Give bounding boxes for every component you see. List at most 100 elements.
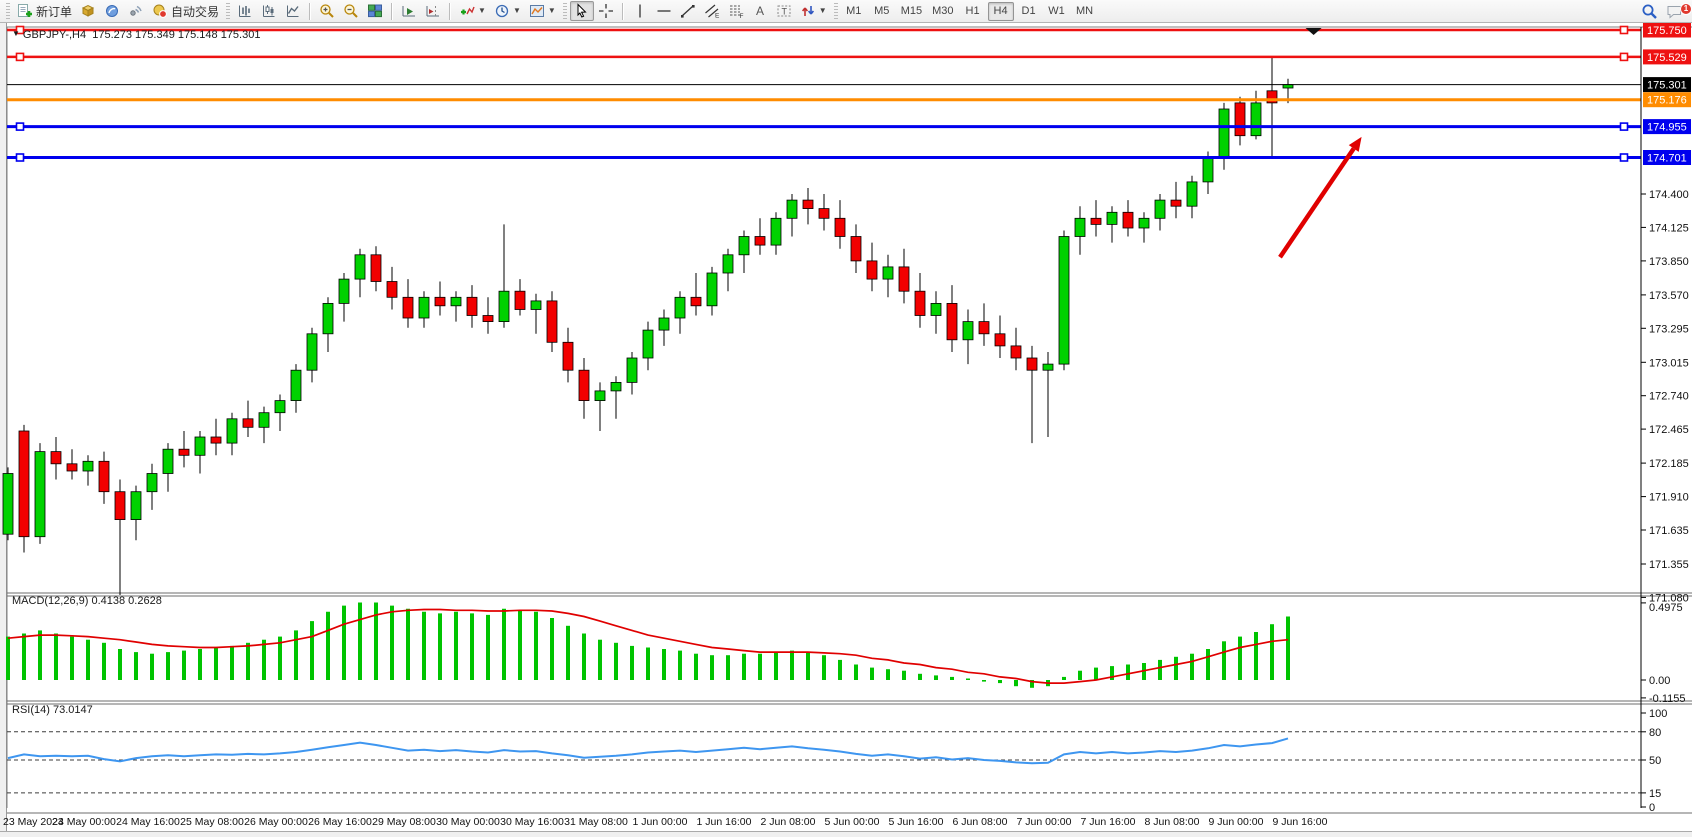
down-triangle-marker[interactable] bbox=[1305, 28, 1322, 35]
toolbar-grip[interactable] bbox=[226, 3, 231, 19]
line-handle[interactable] bbox=[15, 52, 25, 62]
vertical-line-tool-button[interactable] bbox=[628, 1, 652, 21]
arrows-tool-button[interactable]: ▼ bbox=[796, 1, 831, 21]
candle bbox=[706, 266, 718, 316]
time-axis-label: 30 May 00:00 bbox=[436, 816, 500, 828]
timeframe-button-w1[interactable]: W1 bbox=[1048, 5, 1065, 17]
metaeditor-button[interactable] bbox=[100, 1, 124, 21]
price-tick-label: 172.185 bbox=[1649, 458, 1689, 470]
candle-body-down bbox=[178, 448, 190, 456]
zoom-in-button[interactable] bbox=[315, 1, 339, 21]
macd-values: 0.4138 0.2628 bbox=[91, 595, 162, 607]
candle-body-up bbox=[338, 278, 350, 304]
symbol-dropdown-triangle[interactable]: ▼ bbox=[12, 29, 20, 38]
periods-button[interactable]: ▼ bbox=[490, 1, 525, 21]
line-handle[interactable] bbox=[1619, 52, 1629, 62]
line-handle[interactable] bbox=[15, 122, 25, 131]
candle-body-down bbox=[946, 302, 958, 341]
timeframe-button-m1[interactable]: M1 bbox=[846, 5, 862, 17]
price-tick-label: 174.400 bbox=[1649, 189, 1689, 201]
candle-body-down bbox=[898, 266, 910, 292]
line-chart-button[interactable] bbox=[281, 1, 305, 21]
cursor-tool-button[interactable] bbox=[569, 1, 594, 21]
line-chart-icon bbox=[287, 5, 299, 17]
status-strip bbox=[0, 831, 1692, 837]
text-label-tool-button[interactable]: T bbox=[772, 1, 796, 21]
candle-body-up bbox=[290, 369, 302, 402]
bar-chart-button[interactable] bbox=[233, 1, 257, 21]
candle-body-down bbox=[978, 321, 990, 335]
candle-body-up bbox=[706, 272, 718, 307]
timeframe-button-h1[interactable]: H1 bbox=[965, 5, 980, 17]
candle-body-down bbox=[114, 491, 126, 521]
fibonacci-tool-button[interactable]: F bbox=[724, 1, 748, 21]
line-handle[interactable] bbox=[1619, 122, 1629, 131]
candle-body-down bbox=[994, 333, 1006, 347]
toolbar-separator bbox=[449, 2, 452, 20]
timeframe-button-m30[interactable]: M30 bbox=[932, 5, 954, 17]
time-axis-label: 9 Jun 00:00 bbox=[1208, 816, 1264, 828]
time-axis-label: 24 May 16:00 bbox=[116, 816, 180, 828]
notification-badge: 1 bbox=[1680, 2, 1692, 15]
price-tick-label: 171.355 bbox=[1649, 559, 1689, 571]
rsi-indicator-label: RSI(14) 73.0147 bbox=[12, 704, 93, 716]
toolbar-grip[interactable] bbox=[562, 3, 567, 19]
auto-scroll-button[interactable] bbox=[397, 1, 421, 21]
text-tool-button[interactable]: A bbox=[748, 1, 772, 21]
market-watch-button[interactable] bbox=[76, 1, 100, 21]
search-button[interactable] bbox=[1637, 2, 1662, 22]
price-line-label-175.176 bbox=[1643, 92, 1691, 108]
timeframe-button-d1[interactable]: D1 bbox=[1021, 5, 1036, 17]
candle bbox=[258, 406, 270, 444]
toolbar-grip[interactable] bbox=[833, 3, 838, 19]
candle-body-down bbox=[866, 260, 878, 280]
line-handle[interactable] bbox=[15, 153, 25, 162]
candle-body-down bbox=[98, 460, 110, 493]
price-axis[interactable]: 174.400 174.125 173.850 173.570 173.295 173.0… bbox=[1640, 23, 1691, 814]
candle bbox=[818, 194, 830, 231]
horizontal-line-tool-button[interactable] bbox=[652, 1, 676, 21]
signal-icon bbox=[130, 5, 142, 16]
candle-body-up bbox=[306, 333, 318, 371]
candle bbox=[466, 285, 478, 328]
chart-canvas[interactable]: 174.400 174.125 173.850 173.570 173.295 173.0… bbox=[0, 23, 1692, 837]
new-order-button[interactable]: 新订单 bbox=[13, 1, 76, 21]
candle bbox=[1218, 102, 1230, 170]
candle bbox=[1234, 96, 1246, 146]
timeframe-bar: M1 M5 M15 M30 H1 H4 D1 W1 MN bbox=[841, 1, 1098, 21]
time-axis-label: 7 Jun 00:00 bbox=[1016, 816, 1072, 828]
timeframe-button-mn[interactable]: MN bbox=[1075, 5, 1094, 17]
tile-windows-button[interactable] bbox=[363, 1, 387, 21]
line-handle[interactable] bbox=[1619, 153, 1629, 162]
chart-shift-button[interactable] bbox=[421, 1, 445, 21]
indicators-button[interactable]: ▼ bbox=[455, 1, 490, 21]
candle bbox=[1106, 206, 1118, 243]
candlestick-chart-button[interactable] bbox=[257, 1, 281, 21]
rsi-axis-label: 50 bbox=[1649, 755, 1661, 767]
candle bbox=[370, 246, 382, 292]
line-handle[interactable] bbox=[1619, 25, 1629, 35]
timeframe-button-m5[interactable]: M5 bbox=[874, 5, 890, 17]
zoom-out-button[interactable] bbox=[339, 1, 363, 21]
crosshair-tool-button[interactable] bbox=[594, 1, 618, 21]
candle bbox=[578, 358, 590, 419]
ohlc-values: 175.273 175.349 175.148 175.301 bbox=[92, 29, 261, 41]
dropdown-caret: ▼ bbox=[478, 6, 486, 15]
line-handle[interactable] bbox=[15, 25, 25, 35]
timeframe-button-m15[interactable]: M15 bbox=[900, 5, 923, 17]
search-icon bbox=[1642, 4, 1657, 19]
candle bbox=[514, 279, 526, 316]
trendline-tool-button[interactable] bbox=[676, 1, 700, 21]
timeframe-button-h4[interactable]: H4 bbox=[987, 1, 1014, 21]
time-axis-label: 24 May 00:00 bbox=[52, 816, 116, 828]
signals-button[interactable] bbox=[124, 1, 148, 21]
auto-trading-button[interactable]: 自动交易 bbox=[148, 1, 223, 21]
templates-button[interactable]: ▼ bbox=[525, 1, 560, 21]
candle-body-down bbox=[66, 463, 78, 472]
notifications-button[interactable]: 1 bbox=[1662, 2, 1692, 22]
trend-arrow-annotation[interactable] bbox=[1278, 136, 1362, 259]
toolbar-grip[interactable] bbox=[6, 3, 10, 19]
equidistant-channel-tool-button[interactable]: E bbox=[700, 1, 724, 21]
price-tick-label: 173.295 bbox=[1649, 323, 1689, 335]
time-axis-label: 1 Jun 16:00 bbox=[696, 816, 752, 828]
